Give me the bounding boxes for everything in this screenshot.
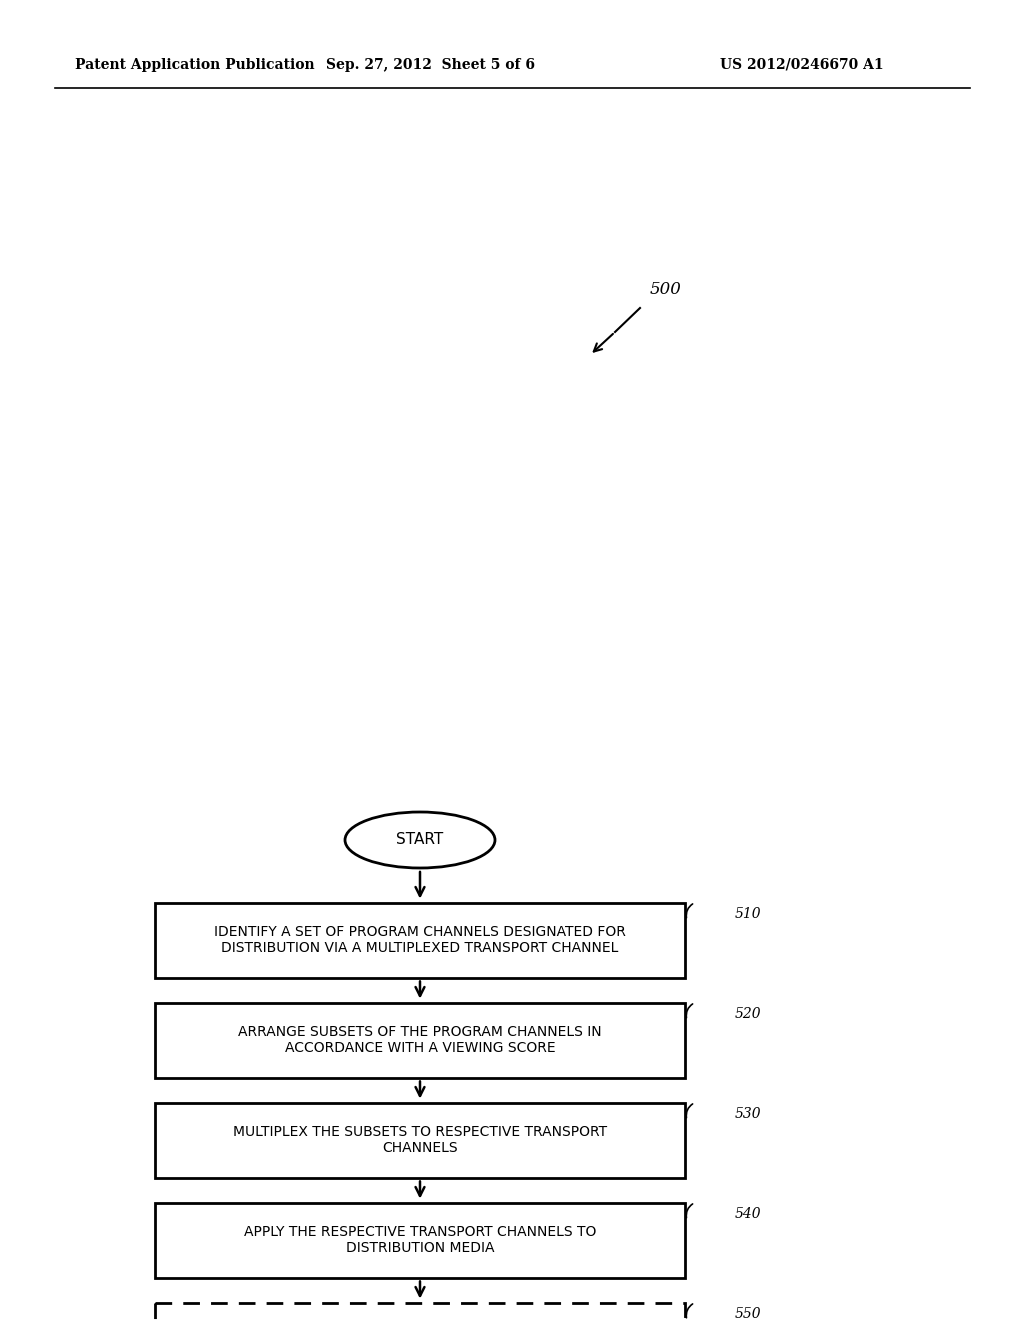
Text: 540: 540 (735, 1208, 762, 1221)
Bar (155, 1102, 685, 1177)
Text: 510: 510 (735, 908, 762, 921)
Text: US 2012/0246670 A1: US 2012/0246670 A1 (720, 58, 884, 73)
Ellipse shape (345, 812, 495, 869)
Text: START: START (396, 833, 443, 847)
Text: 530: 530 (735, 1107, 762, 1122)
Text: Sep. 27, 2012  Sheet 5 of 6: Sep. 27, 2012 Sheet 5 of 6 (326, 58, 535, 73)
Text: MULTIPLEX THE SUBSETS TO RESPECTIVE TRANSPORT
CHANNELS: MULTIPLEX THE SUBSETS TO RESPECTIVE TRAN… (232, 1125, 607, 1155)
Text: 500: 500 (650, 281, 682, 298)
Bar (155, 903, 685, 978)
Text: 520: 520 (735, 1007, 762, 1022)
Text: Patent Application Publication: Patent Application Publication (75, 58, 314, 73)
Bar (155, 1203, 685, 1278)
Text: IDENTIFY A SET OF PROGRAM CHANNELS DESIGNATED FOR
DISTRIBUTION VIA A MULTIPLEXED: IDENTIFY A SET OF PROGRAM CHANNELS DESIG… (214, 925, 626, 956)
Bar (155, 1303, 685, 1320)
Text: 550: 550 (735, 1308, 762, 1320)
Text: ARRANGE SUBSETS OF THE PROGRAM CHANNELS IN
ACCORDANCE WITH A VIEWING SCORE: ARRANGE SUBSETS OF THE PROGRAM CHANNELS … (239, 1024, 602, 1055)
Text: APPLY THE RESPECTIVE TRANSPORT CHANNELS TO
DISTRIBUTION MEDIA: APPLY THE RESPECTIVE TRANSPORT CHANNELS … (244, 1225, 596, 1255)
Bar (155, 1002, 685, 1077)
